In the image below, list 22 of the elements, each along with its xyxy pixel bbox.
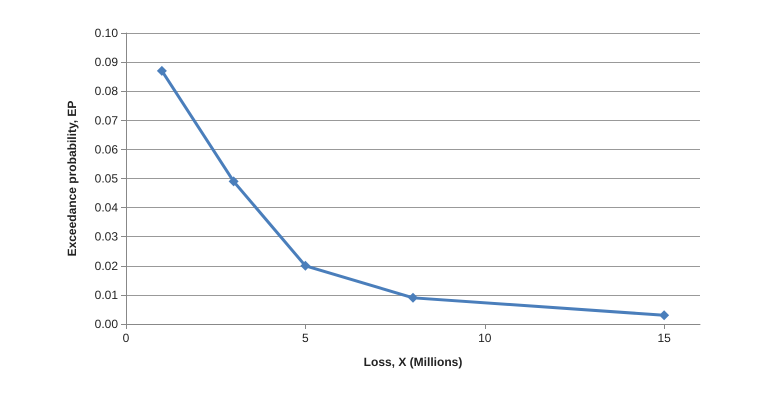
x-tick-label: 0 [122, 331, 130, 345]
y-tick-label: 0.02 [94, 258, 118, 273]
x-tick-label: 5 [302, 331, 310, 345]
y-tick-label: 0.10 [94, 26, 118, 40]
y-tick-label: 0.09 [94, 55, 118, 70]
y-tick-label: 0.08 [94, 84, 118, 98]
y-tick-label: 0.03 [94, 230, 118, 244]
y-tick-label: 0.06 [94, 142, 118, 156]
y-tick-label: 0.00 [94, 317, 118, 331]
x-tick-label: 15 [657, 331, 672, 345]
y-tick-label: 0.01 [94, 288, 118, 302]
point [659, 310, 670, 320]
x-axis-title: Loss, X (Millions) [364, 355, 462, 369]
point [408, 292, 418, 303]
point [300, 260, 310, 271]
y-axis-title: Exceedance probability, EP [65, 100, 79, 256]
y-tick-label: 0.05 [94, 172, 118, 186]
x-tick-label: 10 [478, 331, 492, 345]
point [228, 176, 239, 186]
y-tick-label: 0.07 [94, 113, 118, 128]
y-tick-label: 0.04 [94, 200, 118, 215]
point [156, 66, 167, 76]
